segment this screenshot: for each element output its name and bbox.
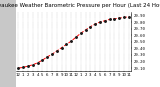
Text: Milwaukee Weather Barometric Pressure per Hour (Last 24 Hours): Milwaukee Weather Barometric Pressure pe…	[0, 3, 160, 8]
